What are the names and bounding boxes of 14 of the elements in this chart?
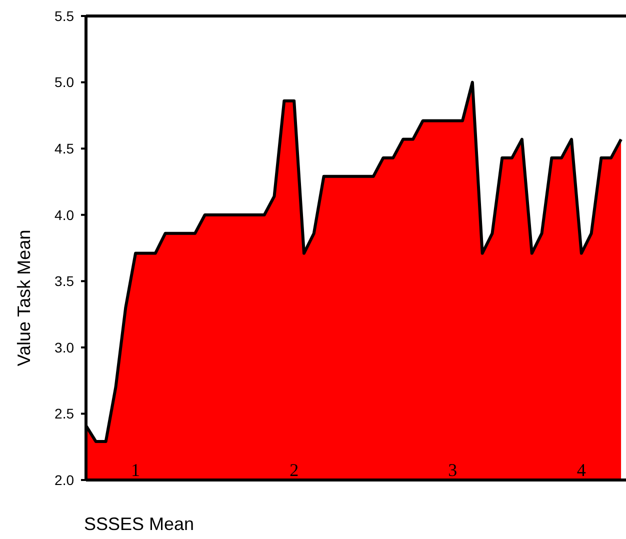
y-axis-title: Value Task Mean [14, 230, 34, 366]
y-tick-label: 3.0 [54, 339, 74, 356]
y-tick-label: 4.5 [54, 140, 74, 156]
y-tick-label: 2.0 [54, 472, 74, 488]
y-tick-label: 5.0 [54, 74, 74, 90]
y-tick-label: 4.0 [54, 206, 74, 223]
y-tick-label: 2.5 [54, 406, 74, 422]
x-tick-label: 2 [290, 460, 299, 480]
x-tick-label: 3 [448, 460, 458, 480]
x-axis-title: SSSES Mean [84, 514, 194, 534]
x-tick-label: 4 [576, 460, 586, 480]
y-tick-label: 5.5 [54, 8, 74, 24]
x-tick-label: 1 [131, 460, 140, 480]
y-tick-label: 3.5 [54, 273, 74, 290]
